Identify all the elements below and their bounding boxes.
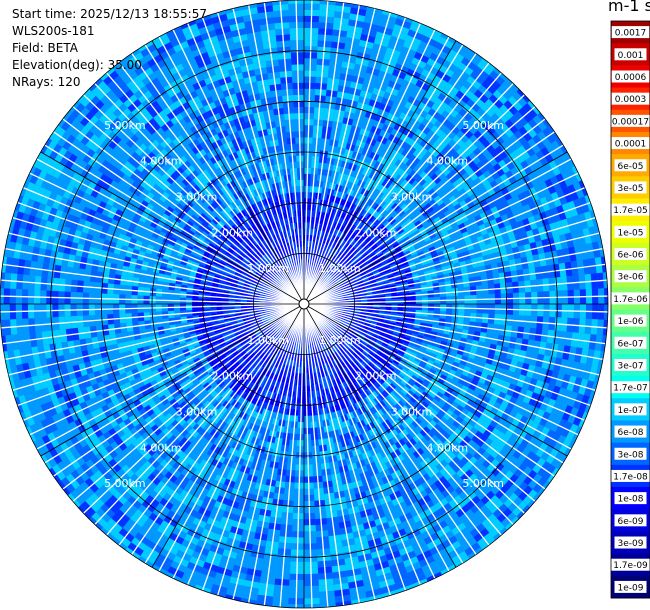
ppi-chart: 1.00km1.00km1.00km1.00km2.00km2.00km2.00… (0, 0, 650, 609)
